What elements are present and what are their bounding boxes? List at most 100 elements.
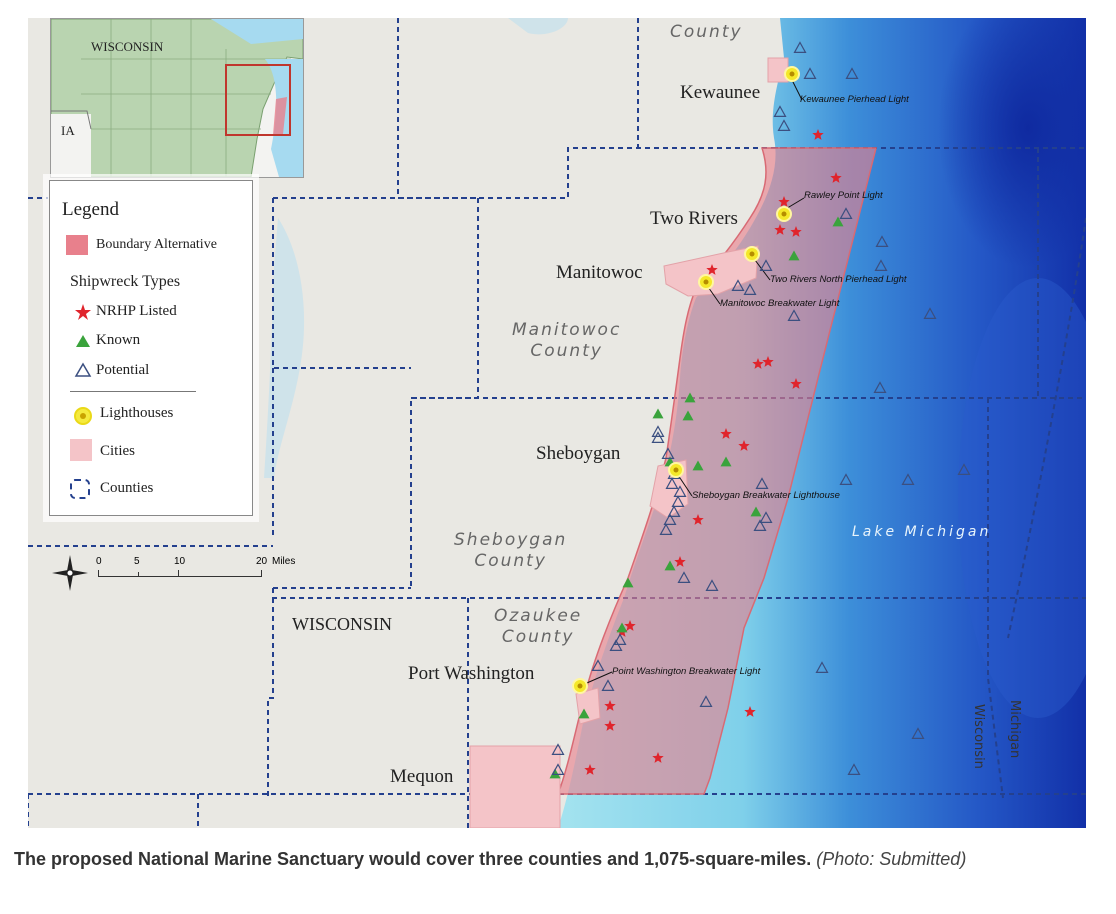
potential-wreck-icon (777, 119, 791, 132)
scale-tick-5: 5 (134, 556, 140, 567)
nrhp-wreck-icon (604, 700, 616, 711)
legend-swatch-boundary (66, 235, 88, 255)
potential-wreck-icon (601, 679, 615, 692)
legend-potential-icon (74, 362, 92, 377)
potential-wreck-icon (667, 505, 681, 517)
potential-wreck-icon (839, 207, 853, 219)
potential-wreck-icon (551, 763, 565, 776)
known-markers (549, 216, 844, 779)
scale-tick-20: 20 (256, 556, 268, 567)
potential-wreck-icon (839, 473, 853, 485)
county-label-kewaunee: County (670, 22, 743, 42)
potential-wreck-icon (847, 763, 861, 776)
legend-known-icon (76, 335, 90, 347)
potential-wreck-icon (613, 633, 627, 646)
legend-item-counties: Counties (100, 480, 154, 496)
lighthouse-center-icon (789, 71, 795, 77)
inset-label-wisconsin: WISCONSIN (91, 39, 164, 54)
nrhp-wreck-icon (720, 428, 732, 439)
lighthouse-label-port-washington: Point Washington Breakwater Light (612, 666, 761, 677)
nrhp-wreck-icon (778, 196, 790, 207)
potential-wreck-icon (731, 279, 745, 291)
nrhp-wreck-icon (738, 440, 750, 451)
potential-wreck-icon (705, 579, 719, 592)
lighthouse-center-icon (577, 683, 583, 689)
lighthouse-label-kewaunee: Kewaunee Pierhead Light (800, 94, 909, 105)
sanctuary-map: County Kewaunee Two Rivers Manitowoc Man… (28, 18, 1086, 828)
potential-wreck-icon (787, 309, 801, 321)
nrhp-wreck-icon (812, 129, 824, 140)
caption-text: The proposed National Marine Sanctuary w… (14, 849, 812, 869)
city-label-port-washington: Port Washington (408, 663, 535, 684)
nrhp-wreck-icon (744, 706, 756, 717)
legend-heading-shipwreck-types: Shipwreck Types (70, 273, 181, 290)
legend-star-icon (75, 304, 91, 320)
lighthouse-center-icon (749, 251, 755, 257)
county-label-sheboygan: Sheboygan County (454, 530, 568, 571)
nrhp-wreck-icon (790, 378, 802, 389)
potential-wreck-icon (677, 571, 691, 584)
known-wreck-icon (750, 506, 762, 517)
potential-wreck-icon (923, 307, 937, 319)
lighthouse-label-two-rivers: Two Rivers North Pierhead Light (770, 274, 907, 285)
map-legend: Legend Boundary Alternative Shipwreck Ty… (49, 180, 253, 516)
scale-unit: Miles (272, 556, 296, 567)
inland-lake (264, 218, 305, 478)
nrhp-wreck-icon (692, 514, 704, 525)
known-wreck-icon (578, 708, 590, 719)
legend-divider (70, 391, 196, 392)
nrhp-markers (584, 129, 842, 775)
leader-lines (579, 79, 805, 687)
nrhp-wreck-icon (790, 226, 802, 237)
city-label-mequon: Mequon (390, 766, 454, 787)
nrhp-wreck-icon (706, 264, 718, 275)
potential-wreck-icon (659, 523, 673, 536)
potential-wreck-icon (793, 41, 807, 54)
potential-wreck-icon (663, 513, 677, 525)
known-wreck-icon (682, 410, 694, 421)
county-label-ozaukee: Ozaukee County (494, 606, 583, 647)
deep-water (938, 18, 1086, 268)
lighthouse-center-icon (781, 211, 787, 217)
potential-wreck-icon (551, 743, 565, 756)
legend-item-potential: Potential (96, 362, 150, 378)
legend-item-cities: Cities (100, 443, 136, 459)
potential-wreck-icon (609, 639, 623, 652)
scale-tick-0: 0 (96, 556, 102, 567)
legend-swatch-counties (70, 479, 90, 499)
potential-wreck-icon (699, 695, 713, 708)
photo-caption: The proposed National Marine Sanctuary w… (14, 844, 1094, 874)
potential-wreck-icon (673, 485, 687, 497)
known-wreck-icon (720, 456, 732, 467)
potential-wreck-icon (773, 105, 787, 118)
map-base (28, 18, 1086, 828)
potential-wreck-icon (661, 447, 675, 459)
potential-wreck-icon (651, 425, 665, 437)
legend-swatch-cities (70, 439, 92, 461)
lighthouse-label-sheboygan: Sheboygan Breakwater Lighthouse (692, 490, 840, 501)
nrhp-wreck-icon (830, 172, 842, 183)
potential-wreck-icon (957, 463, 971, 475)
known-wreck-icon (788, 250, 800, 261)
potential-markers (551, 41, 971, 776)
potential-wreck-icon (875, 235, 889, 247)
lighthouse-center-icon (673, 467, 679, 473)
state-label-wisconsin: WISCONSIN (292, 614, 393, 634)
inset-extent-box (225, 64, 291, 136)
potential-wreck-icon (759, 259, 773, 271)
potential-wreck-icon (873, 381, 887, 393)
legend-lighthouse-icon (74, 407, 92, 425)
legend-item-nrhp: NRHP Listed (96, 303, 177, 319)
potential-wreck-icon (803, 67, 817, 80)
potential-wreck-icon (815, 661, 829, 674)
city-label-kewaunee: Kewaunee (680, 82, 761, 103)
inland-lake-2 (508, 18, 568, 35)
potential-wreck-icon (845, 67, 859, 80)
nrhp-wreck-icon (624, 620, 636, 631)
potential-wreck-icon (591, 659, 605, 672)
lighthouse-markers (572, 66, 800, 694)
city-label-manitowoc: Manitowoc (556, 262, 643, 283)
deep-water-2 (958, 278, 1086, 718)
potential-wreck-icon (743, 283, 757, 295)
city-label-two-rivers: Two Rivers (650, 208, 738, 229)
